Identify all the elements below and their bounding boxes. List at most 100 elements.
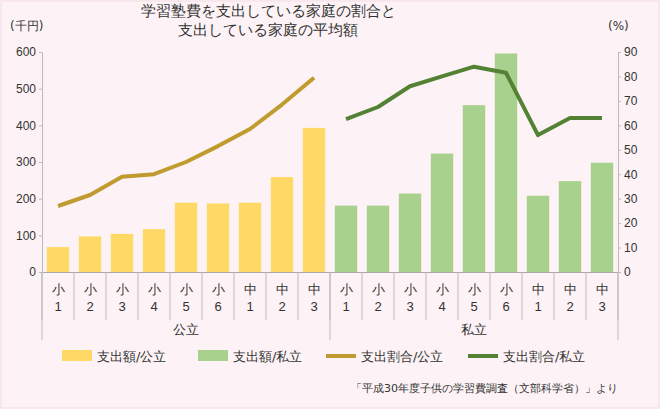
category-separator bbox=[234, 272, 235, 320]
x-tick: 小1 bbox=[52, 282, 65, 315]
x-tick: 中3 bbox=[596, 282, 609, 315]
x-tick: 小4 bbox=[148, 282, 161, 315]
y2-tick-label: 30 bbox=[624, 192, 638, 206]
y-tick-mark bbox=[39, 52, 42, 53]
bar bbox=[111, 234, 133, 272]
y2-tick-label: 10 bbox=[624, 241, 638, 255]
x-tick: 中2 bbox=[276, 282, 289, 315]
title: 学習塾費を支出している家庭の割合と支出している家庭の平均額 bbox=[141, 2, 396, 39]
legend-item: 支出割合/公立 bbox=[326, 349, 443, 364]
legend-item: 支出割合/私立 bbox=[468, 349, 585, 364]
x-tick-label: 小5 bbox=[180, 282, 193, 315]
legend-label: 支出額/私立 bbox=[233, 349, 302, 364]
x-tick: 中3 bbox=[308, 282, 321, 315]
y-tick-label: 100 bbox=[16, 229, 36, 243]
category-separator bbox=[170, 272, 171, 320]
y2-tick-label: 0 bbox=[624, 265, 631, 279]
y-tick-label: 0 bbox=[29, 265, 36, 279]
category-separator bbox=[426, 272, 427, 320]
y2-tick-mark bbox=[618, 150, 621, 151]
legend-swatch bbox=[468, 354, 498, 358]
x-tick: 小1 bbox=[340, 282, 353, 315]
y2-tick-label: 70 bbox=[624, 94, 638, 108]
y2-tick-label: 50 bbox=[624, 143, 638, 157]
y-tick: 600 bbox=[16, 45, 42, 59]
bar bbox=[559, 181, 581, 272]
y-tick-label: 500 bbox=[16, 82, 36, 96]
x-tick-label: 小1 bbox=[340, 282, 353, 315]
legend-swatch bbox=[198, 350, 228, 361]
y2-tick-label: 20 bbox=[624, 216, 638, 230]
y2-tick-label: 80 bbox=[624, 70, 638, 84]
category-separator bbox=[298, 272, 299, 320]
x-tick-label: 小1 bbox=[52, 282, 65, 315]
x-tick-label: 中3 bbox=[596, 282, 609, 315]
x-tick: 中2 bbox=[564, 282, 577, 315]
y2-tick-label: 40 bbox=[624, 168, 638, 182]
y-tick-mark bbox=[39, 125, 42, 126]
source: 「平成30年度子供の学習費調査（文部科学省）」より bbox=[351, 382, 618, 395]
separators bbox=[42, 272, 618, 340]
x-tick: 小6 bbox=[212, 282, 225, 315]
y2-tick-mark bbox=[618, 223, 621, 224]
group-label: 私立 bbox=[461, 322, 487, 337]
bar bbox=[431, 154, 453, 272]
group-separator bbox=[330, 272, 331, 340]
legend-swatch bbox=[62, 350, 92, 361]
x-tick: 小5 bbox=[468, 282, 481, 315]
y-tick: 0 bbox=[29, 265, 42, 279]
bar bbox=[335, 206, 357, 272]
bar bbox=[207, 203, 229, 272]
legend-item: 支出額/私立 bbox=[198, 349, 302, 364]
bar bbox=[399, 194, 421, 272]
y-tick-label: 300 bbox=[16, 155, 36, 169]
bar bbox=[239, 203, 261, 272]
background bbox=[1, 1, 659, 408]
y2-axis-line bbox=[618, 53, 619, 273]
category-separator bbox=[522, 272, 523, 320]
category-separator bbox=[74, 272, 75, 320]
legend-label: 支出割合/私立 bbox=[503, 349, 585, 364]
y2-axis-title: (%) bbox=[608, 19, 629, 33]
group-separator bbox=[618, 272, 619, 340]
y-tick: 400 bbox=[16, 119, 42, 133]
category-separator bbox=[106, 272, 107, 320]
y-tick-mark bbox=[39, 199, 42, 200]
y2-tick-mark bbox=[618, 174, 621, 175]
x-tick-label: 小5 bbox=[468, 282, 481, 315]
x-tick: 小5 bbox=[180, 282, 193, 315]
x-tick: 中1 bbox=[244, 282, 257, 315]
y-axis: 0100200300400500600 bbox=[16, 45, 43, 279]
y2-tick-label: 90 bbox=[624, 45, 638, 59]
bar-series bbox=[47, 128, 325, 272]
x-tick-label: 小2 bbox=[372, 282, 385, 315]
plot-area bbox=[47, 53, 613, 272]
y-axis-line bbox=[42, 53, 43, 273]
legend-swatch bbox=[326, 354, 356, 358]
y-tick: 500 bbox=[16, 82, 42, 96]
y2-tick: 0 bbox=[618, 265, 631, 279]
bar bbox=[591, 163, 613, 272]
x-tick-label: 中3 bbox=[308, 282, 321, 315]
x-tick: 小4 bbox=[436, 282, 449, 315]
x-tick: 小6 bbox=[500, 282, 513, 315]
legend: 支出額/公立支出額/私立支出割合/公立支出割合/私立 bbox=[62, 349, 585, 364]
y2-tick: 20 bbox=[618, 216, 638, 230]
y2-tick-mark bbox=[618, 52, 621, 53]
category-separator bbox=[362, 272, 363, 320]
y-tick-label: 600 bbox=[16, 45, 36, 59]
group-label: 公立 bbox=[173, 322, 199, 337]
y-tick: 100 bbox=[16, 229, 42, 243]
bar bbox=[303, 128, 325, 272]
y2-tick: 80 bbox=[618, 70, 638, 84]
x-tick-label: 中2 bbox=[564, 282, 577, 315]
y2-tick: 90 bbox=[618, 45, 638, 59]
category-separator bbox=[394, 272, 395, 320]
line bbox=[58, 78, 314, 206]
x-tick: 小3 bbox=[404, 282, 417, 315]
bar bbox=[527, 196, 549, 272]
category-separator bbox=[586, 272, 587, 320]
y-tick: 300 bbox=[16, 155, 42, 169]
y-tick-label: 400 bbox=[16, 119, 36, 133]
x-tick: 小2 bbox=[372, 282, 385, 315]
